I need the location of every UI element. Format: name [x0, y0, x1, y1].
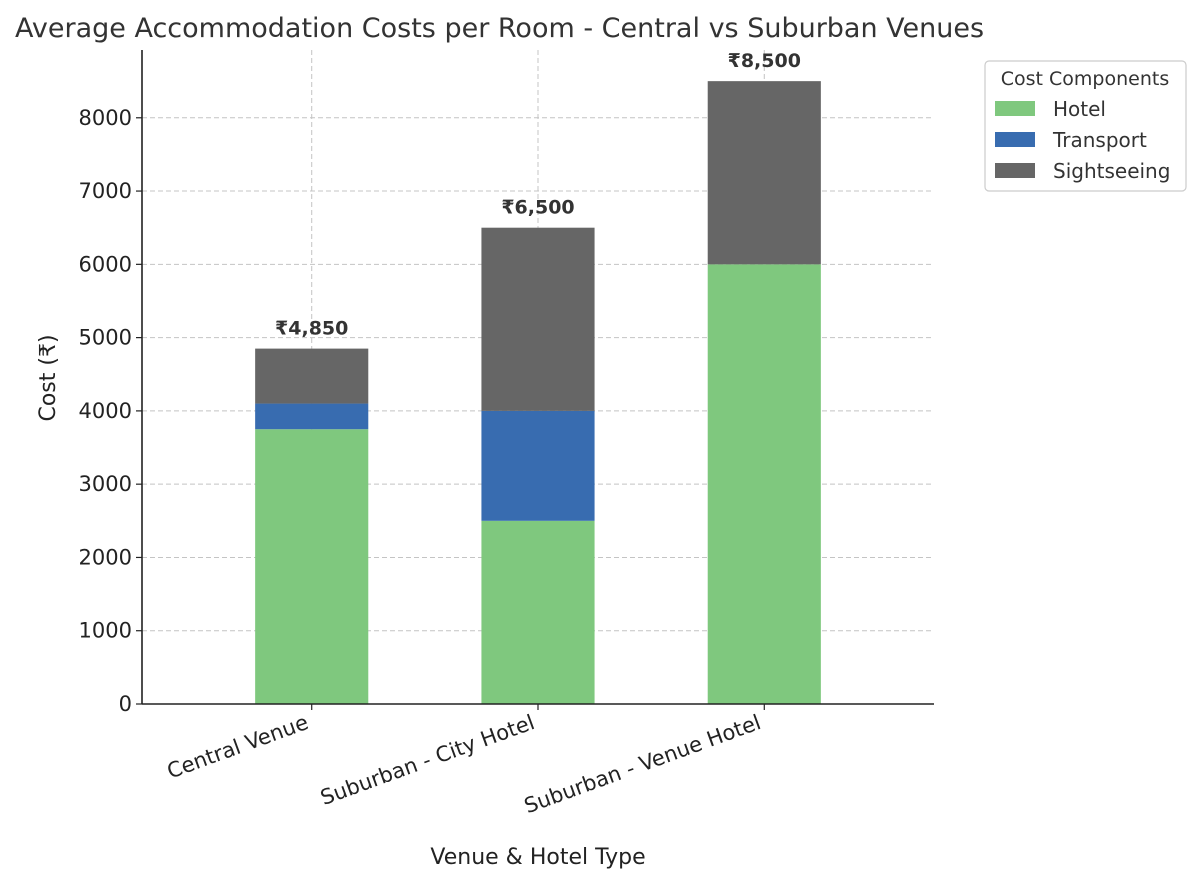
bar-total-label: ₹8,500	[728, 50, 801, 72]
bar-total-label: ₹4,850	[275, 318, 348, 340]
y-tick-label: 2000	[79, 545, 132, 569]
legend-items: Hotel Transport Sightseeing	[995, 97, 1170, 183]
bar-transport-2	[481, 410, 595, 521]
x-tick-label: Suburban - City Hotel	[317, 710, 537, 810]
chart-title: Average Accommodation Costs per Room - C…	[15, 13, 984, 44]
tick-labels: 0 1000 2000 3000 4000 5000 6000 7000 8000 Central…	[79, 106, 764, 818]
y-tick-label: 4000	[79, 399, 132, 423]
legend-label-hotel: Hotel	[1053, 97, 1106, 121]
legend-title: Cost Components	[1001, 68, 1170, 90]
y-axis-label: Cost (₹)	[36, 334, 61, 421]
bar-hotel-3	[707, 264, 821, 704]
legend: Cost Components Hotel Transport Sightseein…	[984, 60, 1187, 192]
y-tick-label: 1000	[79, 619, 132, 643]
bar-hotel-2	[481, 520, 595, 704]
y-tick-label: 6000	[79, 252, 132, 276]
y-tick-label: 7000	[79, 179, 132, 203]
legend-label-sightseeing: Sightseeing	[1053, 159, 1170, 183]
legend-label-transport: Transport	[1052, 128, 1147, 152]
bars: ₹4,850 ₹6,500 ₹8,500	[255, 50, 821, 704]
axes	[136, 50, 934, 710]
bar-sightseeing-2	[481, 227, 595, 411]
x-axis-label: Venue & Hotel Type	[430, 845, 645, 870]
bar-sightseeing-3	[707, 81, 821, 265]
legend-swatch-hotel	[995, 101, 1035, 116]
x-tick-label: Central Venue	[164, 710, 312, 783]
bar-sightseeing-1	[255, 348, 369, 404]
bar-total-label: ₹6,500	[501, 197, 574, 219]
legend-frame	[984, 60, 1187, 192]
legend-swatch-sightseeing	[995, 163, 1035, 178]
y-tick-label: 8000	[79, 106, 132, 130]
y-tick-label: 0	[119, 692, 132, 716]
y-tick-label: 3000	[79, 472, 132, 496]
y-tick-label: 5000	[79, 326, 132, 350]
x-tick-label: Suburban - Venue Hotel	[521, 710, 764, 818]
bar-transport-1	[255, 403, 369, 430]
bar-hotel-1	[255, 429, 369, 704]
legend-swatch-transport	[995, 132, 1035, 147]
